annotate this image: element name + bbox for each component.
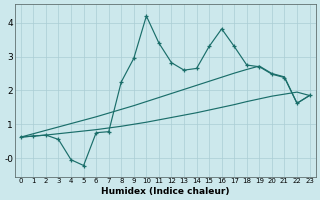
X-axis label: Humidex (Indice chaleur): Humidex (Indice chaleur) [101,187,229,196]
